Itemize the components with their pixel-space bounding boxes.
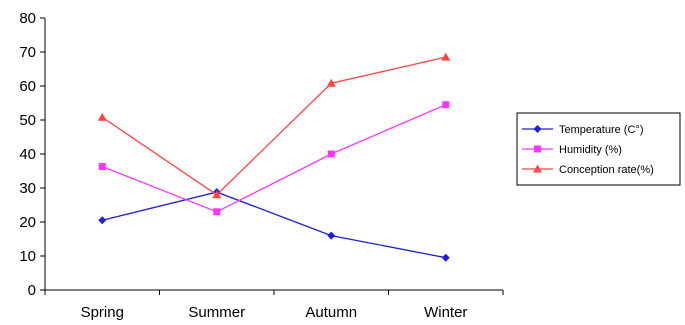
series-2 [98, 101, 450, 216]
y-axis-ticks: 0 10 20 30 40 50 60 70 80 [19, 10, 45, 299]
legend-entry: Humidity (%) [522, 144, 622, 156]
y-tick-label: 70 [19, 44, 36, 61]
y-tick-label: 0 [28, 282, 36, 299]
legend-marker [534, 145, 541, 153]
y-tick-label: 40 [19, 146, 36, 163]
x-tick-label: Winter [424, 304, 467, 321]
y-tick-label: 10 [19, 248, 36, 265]
data-point [212, 190, 222, 199]
x-tick-label: Summer [188, 304, 245, 321]
data-point [97, 112, 107, 121]
legend-entry: Conception rate(%) [522, 164, 654, 176]
data-point [441, 52, 451, 61]
legend: Temperature (C°) Humidity (%) Conception r… [516, 112, 681, 186]
legend-marker [533, 164, 542, 173]
series-line [102, 191, 446, 259]
x-axis-ticks: Spring Summer Autumn Winter [44, 290, 504, 321]
data-point [327, 150, 335, 158]
legend-label: Conception rate(%) [559, 164, 654, 176]
series-1 [98, 188, 450, 262]
x-tick-label: Autumn [305, 304, 357, 321]
legend-label: Humidity (%) [559, 144, 622, 156]
x-tick-label: Spring [81, 304, 124, 321]
data-point [98, 163, 106, 171]
y-tick-label: 20 [19, 214, 36, 231]
data-point [98, 216, 107, 225]
legend-marker [533, 125, 542, 133]
y-tick-label: 50 [19, 112, 36, 129]
y-tick-label: 80 [19, 10, 36, 27]
data-point [442, 101, 450, 109]
data-point [327, 231, 336, 240]
y-tick-label: 60 [19, 78, 36, 95]
legend-entry: Temperature (C°) [522, 124, 643, 136]
series-line [102, 104, 447, 213]
data-point [326, 78, 336, 87]
y-tick-label: 30 [19, 180, 36, 197]
series-line [101, 56, 446, 196]
series-group [97, 52, 451, 262]
series-3 [97, 52, 451, 199]
data-point [441, 253, 450, 262]
data-point [213, 208, 221, 216]
legend-label: Temperature (C°) [559, 124, 643, 136]
